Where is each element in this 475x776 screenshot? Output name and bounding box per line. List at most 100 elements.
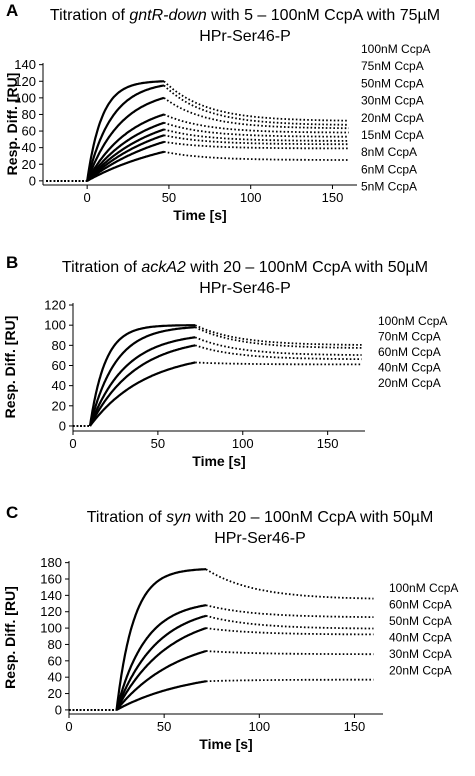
panel-b-legend-entry: 70nM CcpA	[378, 330, 441, 344]
panel-a-title-italic: gntR-down	[129, 7, 206, 24]
panel-a-x-tick-label: 0	[84, 190, 91, 205]
panel-b-legend-entry: 20nM CcpA	[378, 376, 441, 390]
panel-c-series-association	[115, 614, 207, 711]
panel-a-series-dissociation	[163, 80, 349, 122]
panel-a-title-line2: HPr-Ser46-P	[199, 28, 291, 45]
panel-c-y-axis-label: Resp. Diff. [RU]	[2, 586, 18, 689]
panel-a-series-association	[86, 80, 164, 182]
panel-c-x-tick-label: 0	[65, 719, 72, 734]
panel-b-x-tick-label: 100	[232, 436, 254, 451]
panel-c-legend-entry: 60nM CcpA	[389, 598, 452, 612]
panel-a-legend-entry: 5nM CcpA	[361, 180, 417, 194]
panel-c-series-association	[116, 680, 207, 711]
panel-c-series-dissociation	[205, 627, 374, 636]
panel-c-y-tick-label: 100	[40, 621, 62, 636]
panel-a-series-dissociation	[163, 121, 349, 138]
panel-a-legend-entry: 100nM CcpA	[361, 42, 430, 56]
panel-c-series-dissociation	[205, 678, 374, 683]
panel-a-series-dissociation	[163, 113, 349, 134]
panel-c-series-association	[115, 649, 207, 711]
panel-b-y-tick-label: 100	[44, 318, 66, 333]
panel-b-x-tick-label: 0	[69, 436, 76, 451]
panel-b-y-tick-label: 20	[52, 398, 66, 413]
panel-a-series-dissociation	[163, 150, 349, 161]
panel-a-legend-entry: 30nM CcpA	[361, 94, 424, 108]
panel-a-legend-entry: 20nM CcpA	[361, 111, 424, 125]
panel-a-series-association	[86, 140, 165, 182]
panel-a-y-axis-label: Resp. Diff. [RU]	[4, 73, 20, 176]
panel-a-legend: 100nM CcpA 75nM CcpA 50nM CcpA 30nM CcpA 20n…	[361, 42, 430, 194]
panel-c-title-line2: HPr-Ser46-P	[214, 530, 306, 547]
panel-a-series-association	[86, 128, 165, 182]
panel-b-series-dissociation	[195, 361, 362, 366]
panel-a-series-dissociation	[163, 84, 349, 126]
panel-c-series-dissociation	[205, 604, 374, 618]
panel-c-x-tick-label: 50	[157, 719, 171, 734]
panel-b-series-dissociation	[194, 326, 362, 349]
panel-c-y-tick-label: 80	[48, 637, 62, 652]
panel-c-y-tick-label: 60	[48, 653, 62, 668]
panel-c: C Titration of syn with 20 – 100nM CcpA …	[2, 503, 458, 752]
panel-a-x-axis-label: Time [s]	[173, 207, 226, 223]
panel-b-series-association	[88, 336, 196, 427]
panel-c-title-italic: syn	[166, 509, 191, 526]
panel-b-series-association	[89, 361, 196, 427]
panel-a-x-tick-label: 150	[322, 190, 344, 205]
panel-a-series-association	[86, 134, 165, 182]
panel-b-title-italic: ackA2	[141, 259, 186, 276]
panel-a-y-tick-label: 120	[14, 74, 36, 89]
panel-c-title: Titration of syn with 20 – 100nM CcpA wi…	[87, 509, 434, 526]
panel-c-series-dissociation	[205, 650, 374, 656]
panel-b-x-tick-label: 50	[151, 436, 165, 451]
panel-a-y-tick-label: 40	[22, 140, 36, 155]
panel-a-series-dissociation	[163, 134, 349, 146]
panel-a-series-association	[86, 96, 165, 182]
panel-b-y-axis-label: Resp. Diff. [RU]	[2, 316, 18, 419]
panel-a-y-tick-label: 20	[22, 157, 36, 172]
panel-a-title: Titration of gntR-down with 5 – 100nM Cc…	[50, 7, 440, 24]
panel-c-series-association	[115, 627, 207, 711]
panel-c-letter: C	[6, 503, 18, 522]
panel-b-x-axis-label: Time [s]	[192, 453, 245, 469]
panel-a-y-tick-label: 100	[14, 90, 36, 105]
panel-a-legend-entry: 50nM CcpA	[361, 76, 424, 90]
panel-c-legend-entry: 20nM CcpA	[389, 664, 452, 678]
panel-b-legend-entry: 60nM CcpA	[378, 345, 441, 359]
panel-c-y-tick-label: 20	[48, 686, 62, 701]
panel-a-legend-entry: 15nM CcpA	[361, 128, 424, 142]
panel-a-legend-entry: 8nM CcpA	[361, 145, 417, 159]
panel-a-y-tick-label: 80	[22, 107, 36, 122]
panel-c-legend-entry: 30nM CcpA	[389, 647, 452, 661]
panel-a-series-dissociation	[163, 97, 349, 130]
panel-b-legend-entry: 100nM CcpA	[378, 314, 447, 328]
panel-b-y-tick-label: 40	[52, 378, 66, 393]
panel-b-letter: B	[6, 253, 18, 272]
panel-c-y-tick-label: 140	[40, 588, 62, 603]
panel-a-letter: A	[6, 1, 18, 20]
panel-c-y-tick-label: 0	[55, 702, 62, 717]
panel-b-series-dissociation	[194, 324, 362, 346]
panel-a-y-tick-label: 0	[29, 173, 36, 188]
panel-b-y-tick-label: 80	[52, 338, 66, 353]
panel-b-y-tick-label: 0	[59, 418, 66, 433]
panel-a-series-association	[86, 121, 165, 182]
panel-c-y-tick-label: 180	[40, 555, 62, 570]
panel-b-title-line2: HPr-Ser46-P	[199, 280, 291, 297]
panel-a-legend-entry: 6nM CcpA	[361, 162, 417, 176]
panel-b-series-association	[89, 344, 196, 427]
panel-b-title-suffix: with 20 – 100nM CcpA with 50µM	[186, 259, 428, 276]
panel-b-series-dissociation	[194, 344, 362, 361]
panel-b-series-association	[88, 326, 196, 427]
panel-c-title-prefix: Titration of	[87, 509, 166, 526]
panel-a-y-tick-label: 140	[14, 57, 36, 72]
panel-c-series-association	[115, 604, 207, 711]
panel-a-series-association	[86, 113, 165, 182]
panel-b-plot: 0 50 100 150 0 20 40 60 80 100 120 Time [s] Resp. Di…	[2, 298, 365, 469]
panel-c-x-tick-label: 100	[248, 719, 270, 734]
panel-a-series-dissociation	[163, 140, 349, 150]
panel-c-x-axis-label: Time [s]	[199, 736, 252, 752]
panel-a-series-association	[86, 150, 165, 182]
